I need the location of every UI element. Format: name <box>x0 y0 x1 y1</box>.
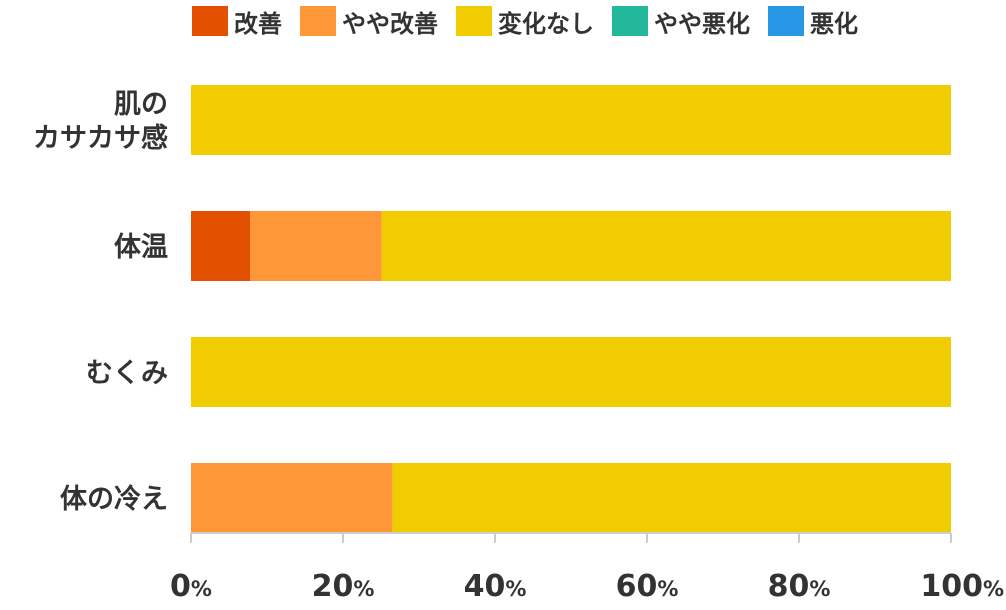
x-tick-value: 80 <box>768 569 810 604</box>
x-tick-label: 0% <box>170 569 212 604</box>
bar-segment <box>250 211 382 281</box>
x-tick-value: 0 <box>170 569 191 604</box>
x-tick-value: 40 <box>464 569 506 604</box>
category-label-line: カサカサ感 <box>33 122 168 154</box>
legend-label: やや悪化 <box>654 9 750 38</box>
x-tick-label: 20% <box>312 569 375 604</box>
category-label: むくみ <box>86 358 168 389</box>
legend-item: 変化なし <box>456 4 594 39</box>
bar-segment <box>191 211 251 281</box>
legend-swatch <box>768 6 804 36</box>
category-label-line: むくみ <box>86 358 168 389</box>
legend-swatch <box>192 6 228 36</box>
x-tick-value: 100 <box>920 569 983 604</box>
legend-swatch <box>612 6 648 36</box>
x-tick-value: 60 <box>616 569 658 604</box>
legend-item: やや悪化 <box>612 4 750 39</box>
legend-label: 悪化 <box>810 9 858 38</box>
legend-swatch <box>456 6 492 36</box>
category-label-line: 体温 <box>114 232 168 263</box>
x-tick-unit: % <box>353 577 374 601</box>
x-tick-label: 60% <box>616 569 679 604</box>
legend-label: 改善 <box>234 9 282 38</box>
legend-label: 変化なし <box>498 9 594 38</box>
legend-item: 悪化 <box>768 4 858 39</box>
category-label-line: 体の冷え <box>60 484 168 515</box>
category-label-line: 肌の <box>114 89 168 120</box>
x-tick-unit: % <box>983 577 1004 601</box>
legend-swatch <box>300 6 336 36</box>
legend-label: やや改善 <box>342 9 438 38</box>
x-tick-unit: % <box>657 577 678 601</box>
x-tick-unit: % <box>191 577 212 601</box>
legend: 改善 やや改善 変化なし やや悪化 悪化 <box>192 4 876 39</box>
legend-item: やや改善 <box>300 4 438 39</box>
x-tick-unit: % <box>505 577 526 601</box>
legend-item: 改善 <box>192 4 282 39</box>
bar-segment <box>381 211 951 281</box>
x-tick-label: 100% <box>920 569 1004 604</box>
x-tick-unit: % <box>809 577 830 601</box>
bar-segment <box>191 85 951 155</box>
category-label: 体温 <box>114 232 168 263</box>
bar-segment <box>392 463 951 533</box>
x-tick-label: 80% <box>768 569 831 604</box>
x-tick-value: 20 <box>312 569 354 604</box>
bar-segment <box>191 337 951 407</box>
bar-segment <box>191 463 393 533</box>
category-label: 体の冷え <box>60 484 168 515</box>
category-label: 肌のカサカサ感 <box>33 89 168 154</box>
x-tick-label: 40% <box>464 569 527 604</box>
